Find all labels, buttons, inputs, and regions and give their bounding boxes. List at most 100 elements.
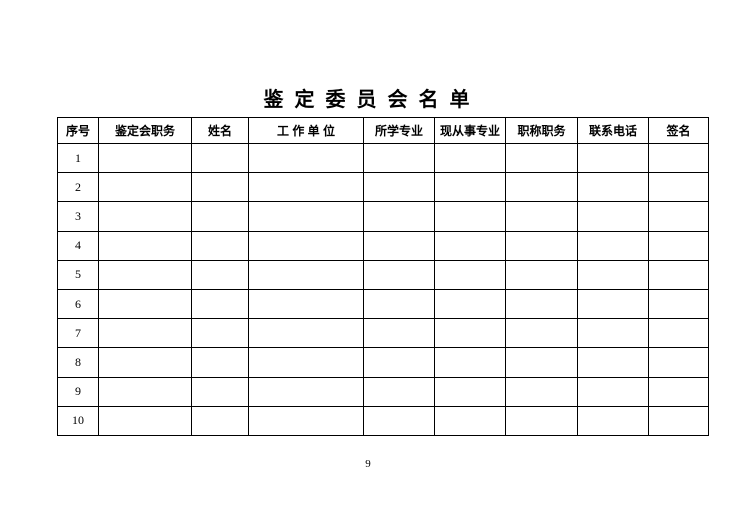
empty-data-cell	[577, 142, 649, 174]
empty-data-cell	[363, 201, 435, 232]
column-header-4: 所学专业	[363, 117, 435, 144]
empty-data-cell	[648, 405, 709, 436]
empty-data-cell	[98, 405, 192, 436]
empty-data-cell	[505, 288, 578, 320]
empty-data-cell	[505, 259, 578, 290]
empty-data-cell	[248, 230, 364, 261]
empty-data-cell	[505, 201, 578, 232]
empty-data-cell	[98, 230, 192, 261]
empty-data-cell	[248, 318, 364, 349]
empty-data-cell	[505, 347, 578, 378]
empty-data-cell	[248, 405, 364, 436]
empty-data-cell	[363, 142, 435, 174]
table-row: 4	[57, 230, 709, 261]
row-number-cell: 1	[57, 142, 99, 174]
table-row: 5	[57, 259, 709, 290]
empty-data-cell	[363, 347, 435, 378]
empty-data-cell	[248, 376, 364, 407]
row-number-cell: 7	[57, 318, 99, 349]
empty-data-cell	[248, 172, 364, 203]
page-number: 9	[365, 458, 371, 470]
empty-data-cell	[505, 142, 578, 174]
empty-data-cell	[577, 347, 649, 378]
empty-data-cell	[648, 318, 709, 349]
column-header-0: 序号	[57, 117, 99, 144]
empty-data-cell	[577, 288, 649, 320]
empty-data-cell	[98, 376, 192, 407]
table-row: 7	[57, 318, 709, 349]
empty-data-cell	[577, 201, 649, 232]
table-row: 6	[57, 288, 709, 320]
empty-data-cell	[191, 288, 249, 320]
empty-data-cell	[434, 376, 506, 407]
column-header-5: 现从事专业	[434, 117, 506, 144]
empty-data-cell	[98, 347, 192, 378]
empty-data-cell	[434, 347, 506, 378]
row-number-cell: 2	[57, 172, 99, 203]
empty-data-cell	[505, 318, 578, 349]
empty-data-cell	[648, 347, 709, 378]
empty-data-cell	[363, 172, 435, 203]
empty-data-cell	[363, 318, 435, 349]
empty-data-cell	[434, 201, 506, 232]
row-number-cell: 4	[57, 230, 99, 261]
empty-data-cell	[248, 347, 364, 378]
empty-data-cell	[577, 318, 649, 349]
empty-data-cell	[191, 347, 249, 378]
table-header-row: 序号 鉴定会职务 姓名工 作 单 位所学专业 现从事专业 职称职务 联系电话 签名	[57, 117, 709, 144]
column-header-7: 联系电话	[577, 117, 649, 144]
table-row: 3	[57, 201, 709, 232]
empty-data-cell	[363, 405, 435, 436]
page-title: 鉴 定 委 员 会 名 单	[263, 89, 473, 111]
row-number-cell: 3	[57, 201, 99, 232]
row-number-cell: 9	[57, 376, 99, 407]
empty-data-cell	[434, 172, 506, 203]
empty-data-cell	[191, 142, 249, 174]
empty-data-cell	[98, 318, 192, 349]
empty-data-cell	[577, 405, 649, 436]
empty-data-cell	[191, 230, 249, 261]
empty-data-cell	[363, 288, 435, 320]
empty-data-cell	[505, 376, 578, 407]
table-row: 8	[57, 347, 709, 378]
column-header-6: 职称职务	[505, 117, 578, 144]
table-row: 10	[57, 405, 709, 436]
empty-data-cell	[648, 230, 709, 261]
empty-data-cell	[98, 288, 192, 320]
empty-data-cell	[363, 259, 435, 290]
empty-data-cell	[248, 201, 364, 232]
row-number-cell: 5	[57, 259, 99, 290]
empty-data-cell	[577, 172, 649, 203]
row-number-cell: 8	[57, 347, 99, 378]
empty-data-cell	[191, 259, 249, 290]
empty-data-cell	[577, 230, 649, 261]
empty-data-cell	[648, 288, 709, 320]
empty-data-cell	[434, 288, 506, 320]
empty-data-cell	[648, 259, 709, 290]
column-header-1: 鉴定会职务	[98, 117, 192, 144]
empty-data-cell	[434, 230, 506, 261]
empty-data-cell	[191, 405, 249, 436]
empty-data-cell	[434, 142, 506, 174]
empty-data-cell	[648, 376, 709, 407]
empty-data-cell	[648, 142, 709, 174]
empty-data-cell	[434, 259, 506, 290]
empty-data-cell	[648, 172, 709, 203]
empty-data-cell	[98, 142, 192, 174]
column-header-2: 姓名	[191, 117, 249, 144]
empty-data-cell	[648, 201, 709, 232]
empty-data-cell	[191, 201, 249, 232]
empty-data-cell	[248, 142, 364, 174]
row-number-cell: 6	[57, 288, 99, 320]
empty-data-cell	[505, 172, 578, 203]
empty-data-cell	[248, 259, 364, 290]
empty-data-cell	[363, 376, 435, 407]
empty-data-cell	[363, 230, 435, 261]
row-number-cell: 10	[57, 405, 99, 436]
empty-data-cell	[191, 318, 249, 349]
empty-data-cell	[577, 376, 649, 407]
empty-data-cell	[434, 318, 506, 349]
column-header-8: 签名	[648, 117, 709, 144]
empty-data-cell	[505, 230, 578, 261]
